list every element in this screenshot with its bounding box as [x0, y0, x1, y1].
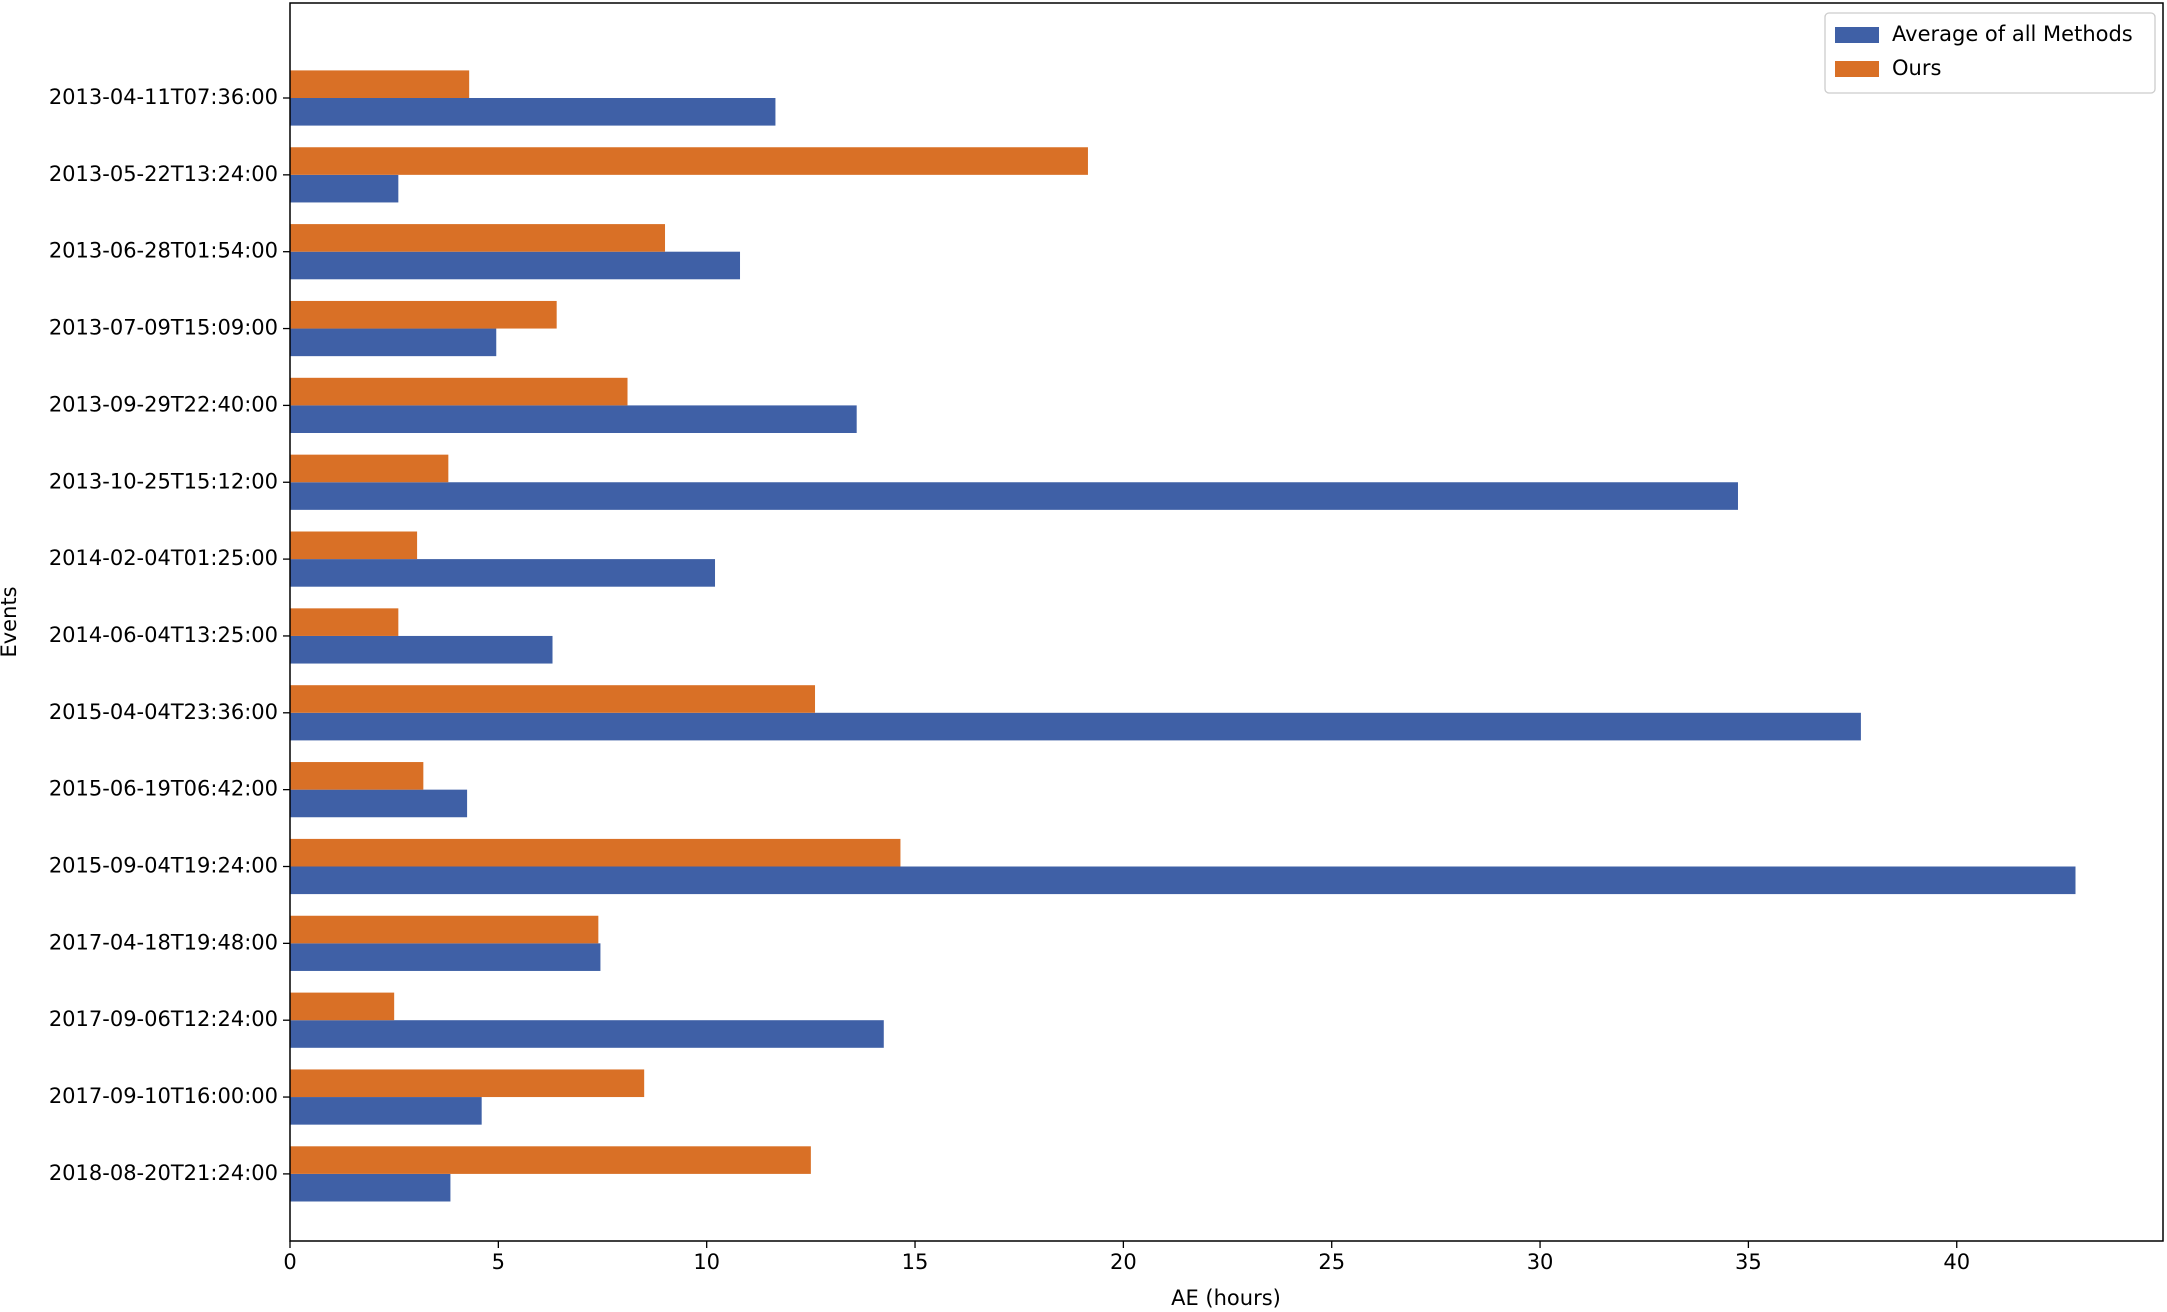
y-tick-label: 2018-08-20T21:24:00	[49, 1161, 278, 1185]
plot-frame	[289, 2, 2164, 1242]
bar	[290, 915, 599, 944]
legend-swatch	[1835, 27, 1879, 43]
bar	[290, 300, 557, 329]
bar	[290, 405, 857, 433]
legend-swatch	[1835, 61, 1879, 77]
x-tick-label: 20	[1110, 1250, 1137, 1274]
bar	[290, 328, 497, 357]
bar	[290, 1146, 811, 1174]
y-tick-label: 2013-04-11T07:36:00	[49, 85, 278, 109]
bar	[290, 1097, 482, 1125]
bar	[290, 992, 395, 1021]
x-axis-label: AE (hours)	[1171, 1286, 1281, 1310]
y-tick-label: 2015-06-19T06:42:00	[49, 777, 278, 801]
bar	[290, 482, 1738, 510]
legend-label: Average of all Methods	[1892, 22, 2133, 46]
bar	[290, 712, 1861, 741]
bar	[290, 1020, 884, 1048]
bar	[290, 608, 399, 636]
bar	[290, 762, 424, 790]
bar	[290, 838, 901, 867]
bar	[290, 559, 716, 587]
x-tick-label: 25	[1318, 1250, 1345, 1274]
bar	[290, 685, 816, 713]
bar	[290, 531, 418, 560]
x-tick-label: 15	[902, 1250, 929, 1274]
y-tick-label: 2013-06-28T01:54:00	[49, 239, 278, 263]
y-tick-label: 2017-09-10T16:00:00	[49, 1084, 278, 1108]
bar	[290, 224, 666, 252]
y-tick-label: 2014-02-04T01:25:00	[49, 546, 278, 570]
bar	[290, 377, 628, 406]
legend-label: Ours	[1892, 56, 1941, 80]
y-tick-label: 2014-06-04T13:25:00	[49, 623, 278, 647]
y-tick-label: 2013-05-22T13:24:00	[49, 162, 278, 186]
y-tick-label: 2013-09-29T22:40:00	[49, 392, 278, 416]
x-tick-label: 0	[283, 1250, 296, 1274]
bar	[290, 98, 776, 126]
bar	[290, 635, 553, 664]
y-tick-label: 2013-07-09T15:09:00	[49, 316, 278, 340]
bar	[290, 1069, 645, 1098]
x-tick-label: 40	[1943, 1250, 1970, 1274]
bar	[290, 147, 1088, 175]
bar	[290, 789, 468, 818]
bar	[290, 1173, 451, 1202]
y-tick-label: 2015-09-04T19:24:00	[49, 854, 278, 878]
bar	[290, 251, 741, 280]
x-tick-label: 5	[492, 1250, 505, 1274]
y-tick-label: 2017-04-18T19:48:00	[49, 930, 278, 954]
bar	[290, 70, 470, 98]
x-tick-label: 10	[693, 1250, 720, 1274]
bar	[290, 454, 449, 483]
x-tick-label: 35	[1735, 1250, 1762, 1274]
y-axis-label: Events	[0, 586, 21, 657]
legend: Average of all Methods Ours	[1824, 12, 2156, 94]
bar	[290, 866, 2076, 895]
legend-frame	[1824, 12, 2156, 94]
y-tick-label: 2013-10-25T15:12:00	[49, 469, 278, 493]
y-tick-label: 2017-09-06T12:24:00	[49, 1007, 278, 1031]
bar	[290, 943, 601, 971]
y-tick-label: 2015-04-04T23:36:00	[49, 700, 278, 724]
x-tick-label: 30	[1527, 1250, 1554, 1274]
bar	[290, 174, 399, 203]
